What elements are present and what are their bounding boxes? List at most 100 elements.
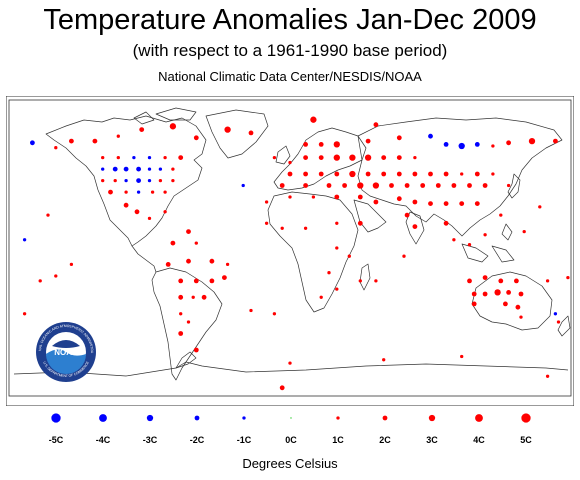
anomaly-dot: [139, 127, 145, 132]
anomaly-dot: [459, 201, 465, 206]
credit-line: National Climatic Data Center/NESDIS/NOA…: [158, 69, 422, 84]
anomaly-dot: [357, 220, 363, 226]
anomaly-dot: [186, 320, 191, 324]
anomaly-dot: [165, 262, 171, 267]
anomaly-dot: [358, 279, 362, 283]
anomaly-dot: [381, 171, 387, 177]
anomaly-dot: [222, 275, 227, 280]
anomaly-dot: [566, 275, 570, 280]
anomaly-dot: [209, 278, 215, 284]
anomaly-dot: [335, 287, 339, 291]
anomaly-dot: [30, 140, 35, 146]
anomaly-dot: [357, 194, 363, 200]
anomaly-dot: [288, 195, 292, 199]
anomaly-dot: [474, 171, 480, 177]
map-title: Temperature Anomalies Jan-Dec 2009: [43, 4, 537, 36]
anomaly-dot: [451, 183, 457, 188]
anomaly-dot: [373, 199, 379, 205]
legend-swatch: [242, 416, 246, 420]
anomaly-dot: [452, 238, 456, 242]
anomaly-dot: [396, 171, 402, 177]
anomaly-dot: [349, 154, 356, 161]
anomaly-dot: [287, 171, 293, 177]
antarctica-coast: [13, 361, 569, 377]
legend-swatch: [51, 413, 61, 423]
anomaly-dot: [396, 196, 402, 202]
anomaly-dot: [326, 183, 332, 188]
anomaly-dot: [272, 312, 277, 316]
anomaly-dot: [428, 171, 433, 177]
anomaly-dot: [241, 183, 245, 188]
anomaly-dot: [357, 182, 364, 189]
anomaly-dot: [528, 137, 536, 145]
anomaly-dot: [467, 278, 472, 284]
anomaly-dot: [318, 142, 324, 147]
anomaly-dot: [498, 278, 504, 284]
anomaly-dot: [136, 190, 141, 194]
anomaly-dot: [124, 190, 128, 194]
anomaly-dot: [519, 315, 523, 319]
anomaly-dot: [169, 123, 177, 130]
anomaly-dot: [22, 312, 27, 316]
anomaly-dot: [264, 221, 269, 225]
anomaly-dot: [396, 135, 402, 141]
anomaly-dot: [194, 241, 198, 245]
japan-coast: [507, 173, 521, 199]
legend-label: 2C: [379, 435, 391, 445]
anomaly-dot: [319, 295, 323, 299]
anomaly-dot: [412, 171, 418, 177]
anomaly-dot: [147, 155, 152, 160]
legend-label: 5C: [520, 435, 532, 445]
legend-label: 0C: [285, 435, 297, 445]
anomaly-dot: [460, 354, 464, 359]
anomaly-dot: [123, 202, 129, 208]
map-frame: [6, 96, 574, 406]
anomaly-dot: [132, 155, 136, 160]
anomaly-dot: [443, 171, 449, 177]
europe-coast: [273, 127, 367, 191]
legend-label: -2C: [190, 435, 205, 445]
anomaly-dot: [179, 312, 183, 316]
legend-label: 3C: [426, 435, 438, 445]
anomaly-dot: [303, 155, 308, 160]
anomaly-dot: [518, 291, 524, 297]
anomaly-dot: [318, 171, 324, 177]
anomaly-dot: [491, 172, 495, 176]
anomaly-dot: [310, 116, 317, 123]
anomaly-dot: [147, 178, 152, 183]
anomaly-dot: [163, 210, 167, 214]
anomaly-dot: [116, 134, 120, 138]
anomaly-dot: [482, 291, 488, 297]
anomaly-dot: [69, 262, 74, 267]
anomaly-dot: [404, 212, 410, 218]
anomaly-dot: [458, 142, 465, 150]
anomaly-dot: [136, 178, 142, 183]
asia-coast: [357, 117, 563, 237]
anomaly-dot: [123, 166, 129, 172]
anomaly-dot: [101, 167, 105, 171]
anomaly-dot: [288, 361, 292, 365]
anomaly-dot: [428, 133, 433, 139]
anomaly-dot: [471, 301, 477, 307]
anomaly-dot: [335, 246, 339, 250]
anomaly-dot: [553, 138, 558, 144]
anomaly-dot: [506, 140, 511, 146]
anomaly-dots: [22, 116, 570, 391]
anomaly-dot: [365, 138, 371, 144]
anomaly-dot: [545, 374, 550, 378]
anomaly-dot: [483, 233, 487, 237]
map-subtitle: (with respect to a 1961-1990 base period…: [132, 41, 448, 60]
legend-swatch: [146, 414, 154, 422]
noaa-logo: NOAA NATIONAL OCEANIC AND ATMOSPHERIC AD…: [36, 322, 96, 382]
anomaly-dot: [389, 183, 394, 188]
anomaly-dot: [412, 224, 418, 230]
india-coast: [405, 211, 425, 245]
anomaly-dot: [347, 254, 351, 258]
anomaly-dot: [335, 221, 339, 225]
anomaly-dot: [101, 155, 105, 160]
anomaly-dot: [303, 142, 308, 147]
legend-label: 1C: [332, 435, 344, 445]
anomaly-dot: [108, 189, 113, 195]
anomaly-map: NOAA NATIONAL OCEANIC AND ATMOSPHERIC AD…: [6, 96, 574, 406]
legend: -5C -4C -3C -2C -1C 0C 1C 2C 3C 4C 5C: [49, 413, 532, 445]
